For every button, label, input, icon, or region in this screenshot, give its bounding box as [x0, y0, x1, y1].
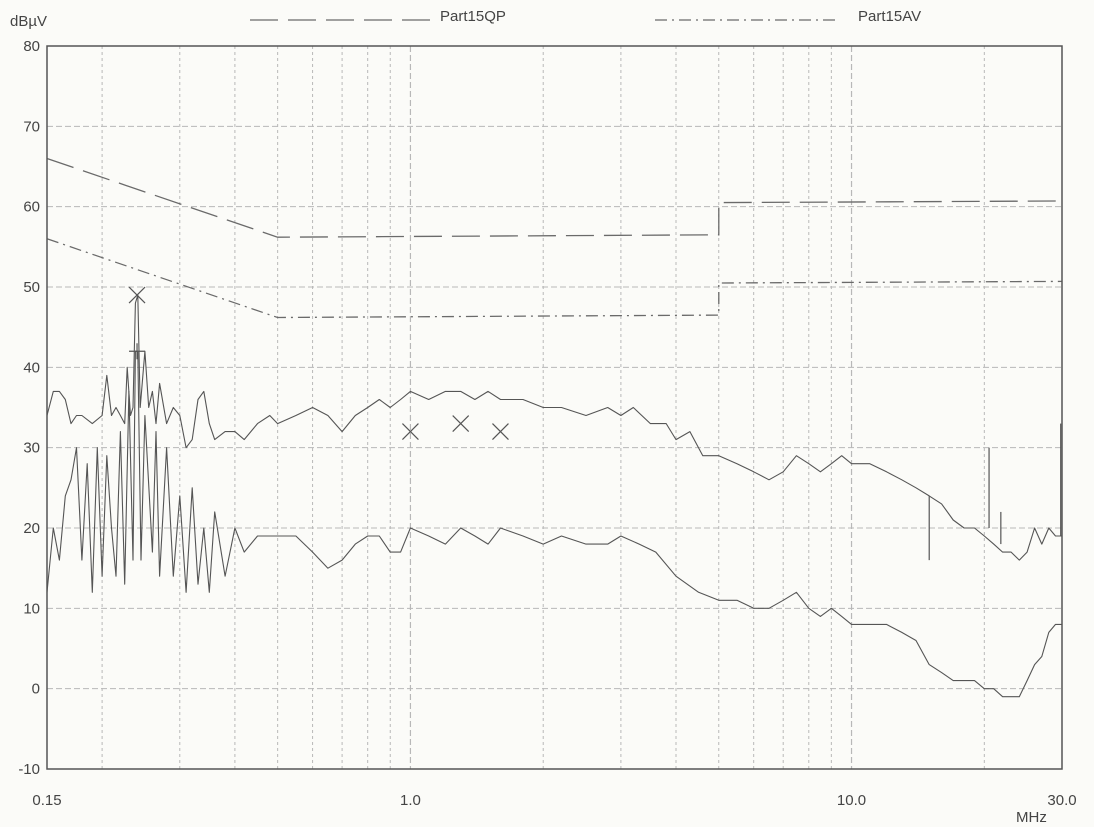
x-tick-label: 30.0 [1047, 792, 1076, 809]
y-tick-label: -10 [18, 761, 40, 778]
y-tick-label: 60 [23, 199, 40, 216]
y-unit-label: dBµV [10, 13, 47, 30]
legend-label-part15qp: Part15QP [440, 8, 506, 25]
limit-lines [47, 159, 1062, 318]
limit-line-part15qp [47, 159, 1062, 238]
x-tick-label: 1.0 [400, 792, 421, 809]
markers [129, 287, 508, 440]
y-tick-label: 10 [23, 600, 40, 617]
x-marker [129, 287, 145, 303]
legend-label-part15av: Part15AV [858, 8, 921, 25]
y-tick-label: 0 [32, 681, 40, 698]
legend: Part15QP Part15AV [250, 8, 921, 25]
limit-line-part15av [47, 239, 1062, 318]
trace-2 [47, 351, 1062, 696]
x-tick-label: 0.15 [32, 792, 61, 809]
x-tick-label: 10.0 [837, 792, 866, 809]
trace-1 [47, 295, 1062, 560]
x-marker [492, 424, 508, 440]
y-tick-label: 50 [23, 279, 40, 296]
y-tick-label: 30 [23, 440, 40, 457]
y-tick-label: 20 [23, 520, 40, 537]
traces [47, 295, 1062, 697]
y-tick-label: 40 [23, 359, 40, 376]
y-tick-label: 70 [23, 118, 40, 135]
x-unit-label: MHz [1016, 809, 1047, 826]
y-tick-label: 80 [23, 38, 40, 55]
x-marker [453, 416, 469, 432]
plus-marker [129, 343, 145, 359]
